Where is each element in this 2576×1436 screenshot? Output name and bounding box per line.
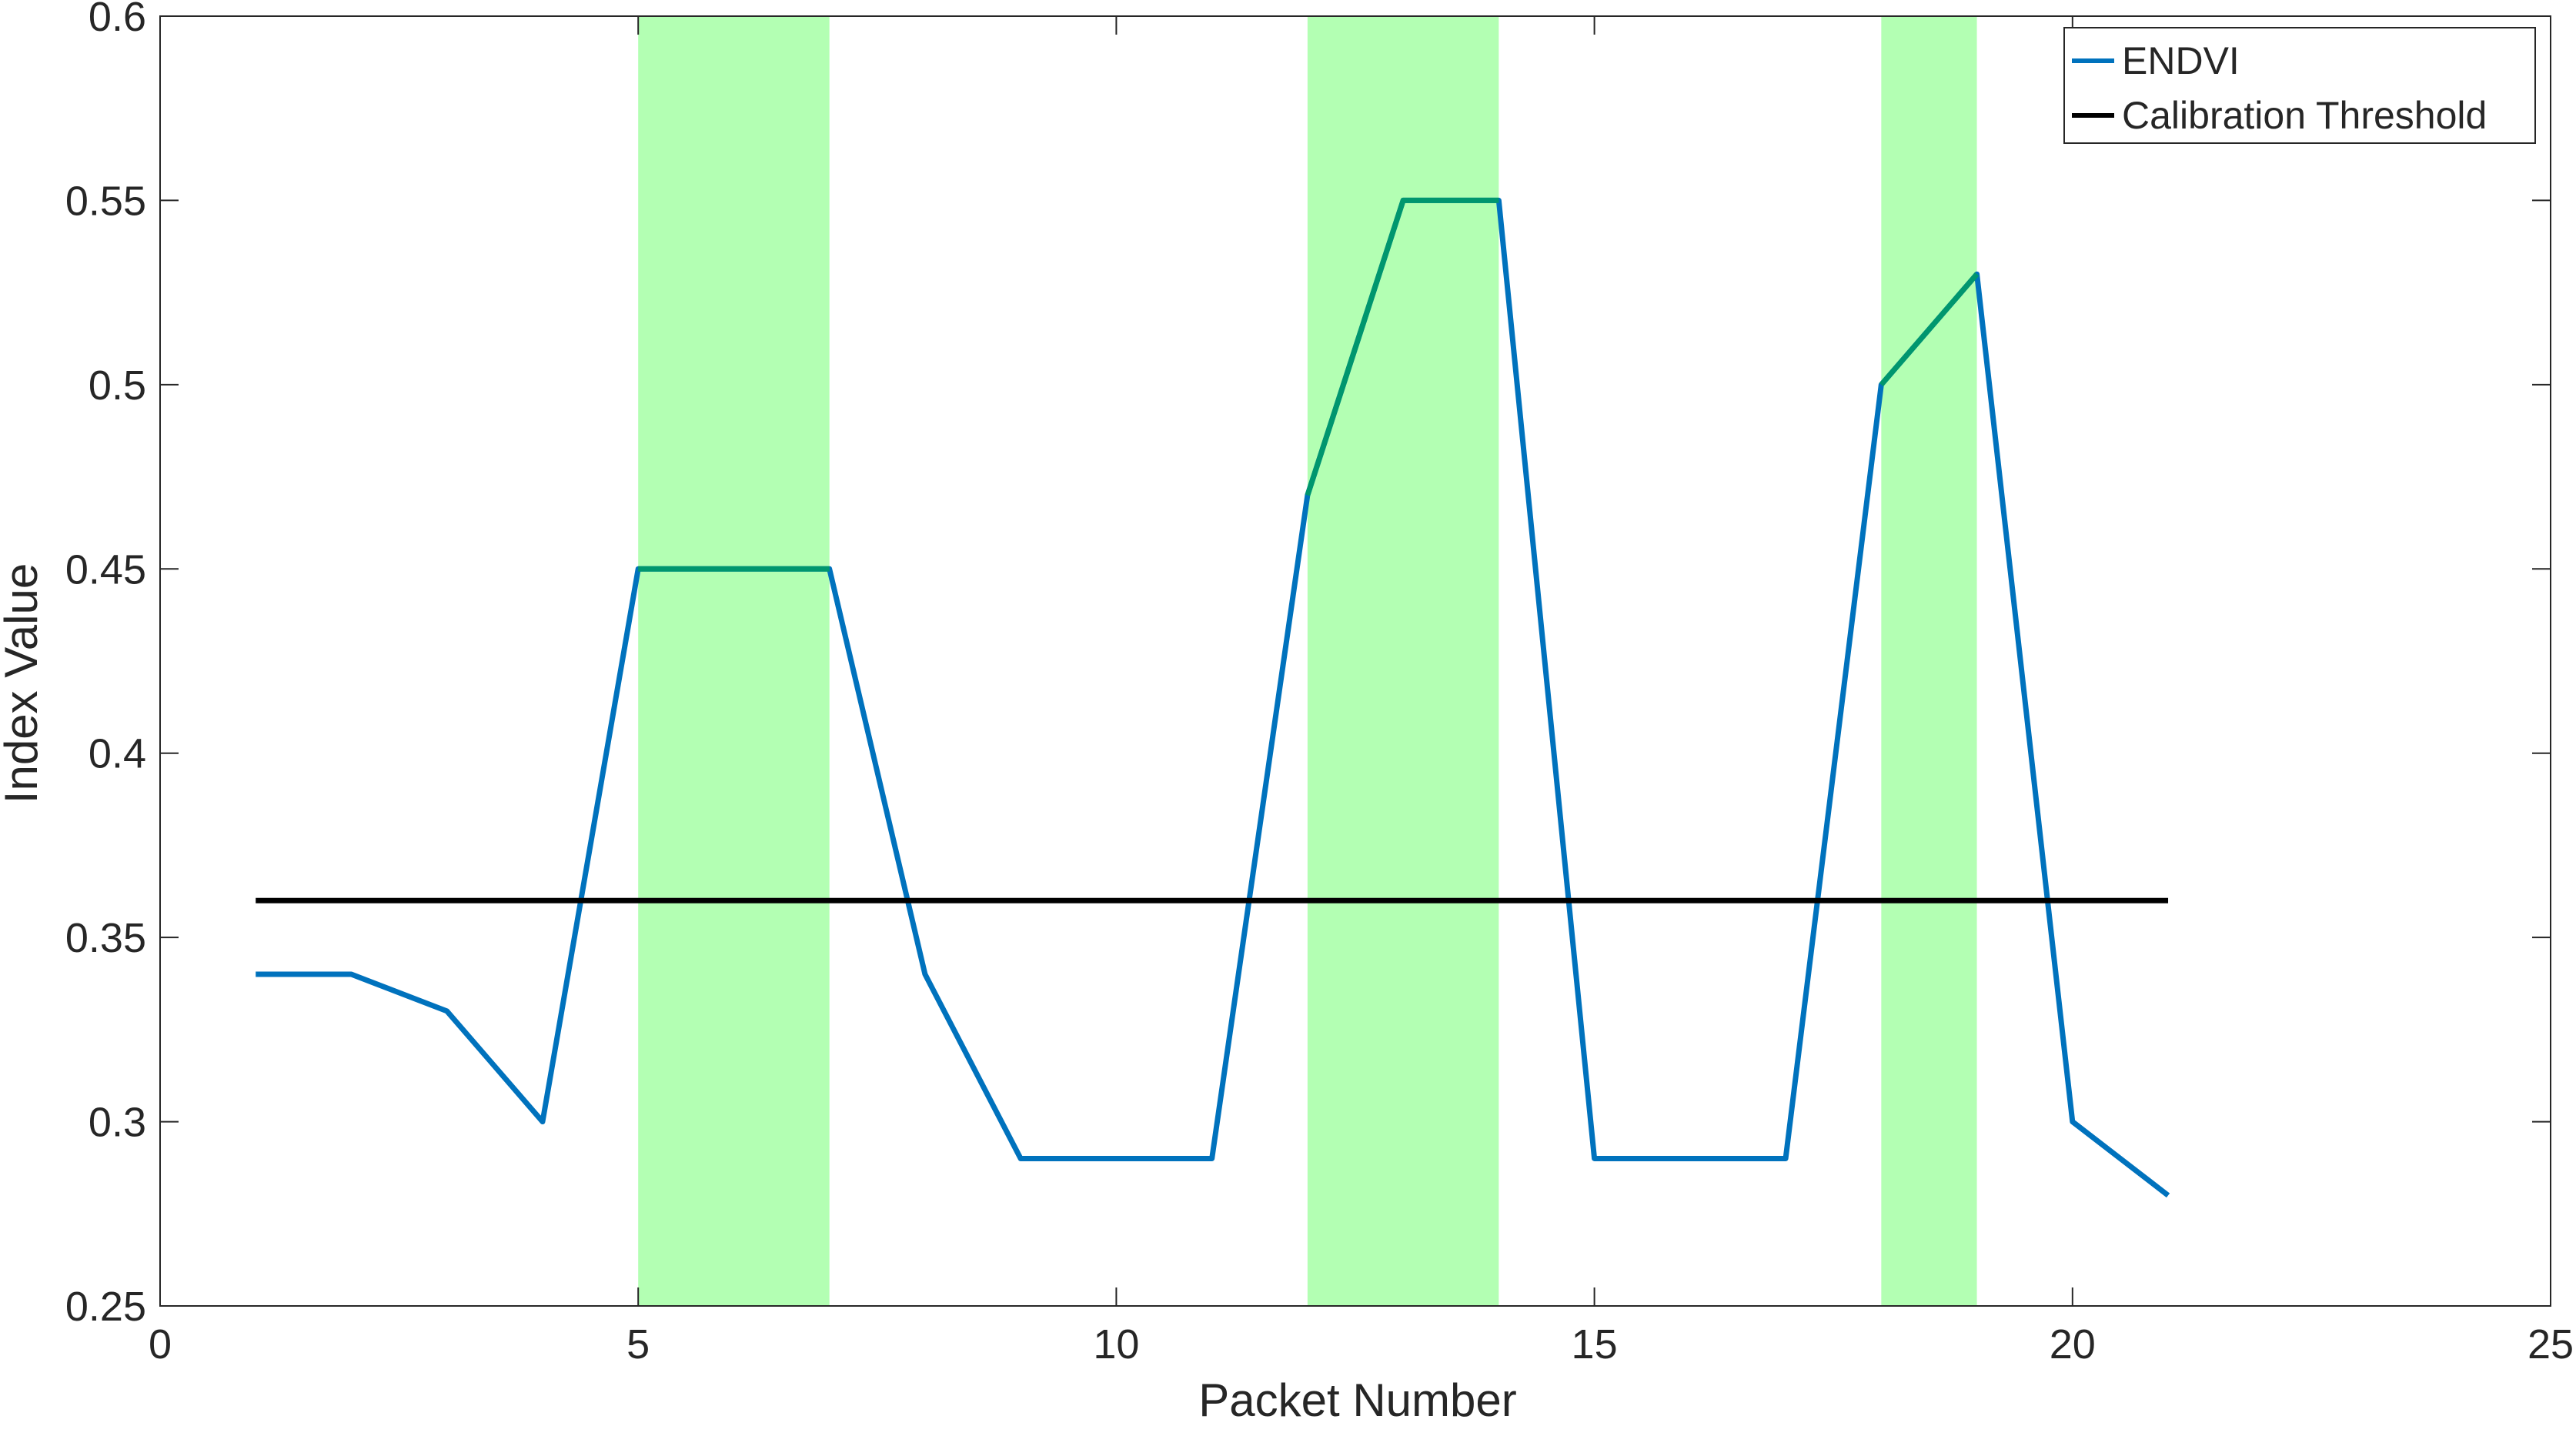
- x-tick-labels: 0 5 10 15 20 25: [149, 1321, 2574, 1368]
- legend: ENDVI Calibration Threshold: [2063, 27, 2536, 144]
- x-tick-label: 20: [2050, 1321, 2096, 1368]
- y-axis-label: Index Value: [0, 563, 47, 803]
- y-tick-labels: 0.25 0.3 0.35 0.4 0.45 0.5 0.55 0.6: [65, 0, 146, 1330]
- series-line-endvi-highlight-3: [1879, 272, 1980, 387]
- legend-label-calibration-threshold: Calibration Threshold: [2122, 94, 2487, 137]
- highlight-region-2: [1307, 16, 1499, 1306]
- series-lines: [256, 197, 2170, 1198]
- y-tick-label: 0.6: [89, 0, 146, 40]
- x-tick-label: 5: [626, 1321, 650, 1368]
- plot-frame: [159, 15, 2551, 1307]
- y-tick-label: 0.55: [65, 178, 146, 224]
- y-tick-label: 0.4: [89, 731, 146, 777]
- x-tick-label: 25: [2528, 1321, 2574, 1368]
- series-line-endvi-highlight-2: [1305, 197, 1499, 496]
- y-tick-label: 0.3: [89, 1100, 146, 1146]
- x-axis-label: Packet Number: [1198, 1374, 1517, 1426]
- highlight-region-1: [638, 16, 830, 1306]
- legend-box: [2063, 27, 2536, 144]
- x-tick-label: 10: [1093, 1321, 1139, 1368]
- legend-label-endvi: ENDVI: [2122, 39, 2240, 82]
- series-line-endvi: [256, 197, 2170, 1198]
- highlight-region-3: [1881, 16, 1977, 1306]
- axes-box: [159, 15, 2551, 1307]
- x-tick-label: 0: [149, 1321, 172, 1368]
- y-tick-label: 0.5: [89, 362, 146, 409]
- y-tick-label: 0.35: [65, 915, 146, 961]
- y-tick-label: 0.45: [65, 546, 146, 593]
- x-tick-label: 15: [1572, 1321, 1618, 1368]
- y-tick-label: 0.25: [65, 1284, 146, 1330]
- highlight-regions: [638, 16, 1977, 1306]
